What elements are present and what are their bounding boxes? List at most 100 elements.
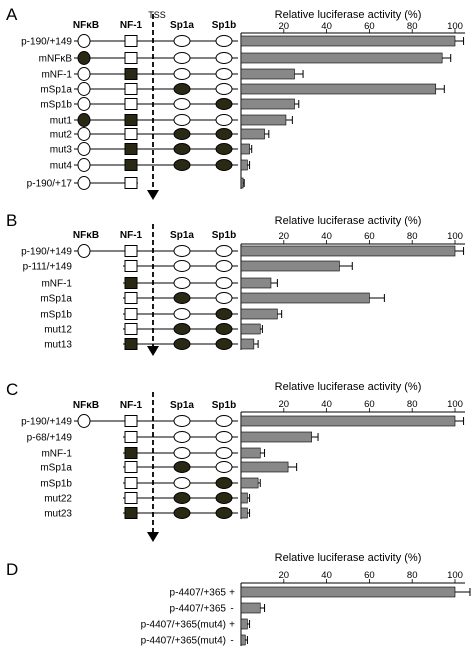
construct-label: mut1: [50, 116, 73, 127]
sp1b-site: [215, 277, 233, 289]
construct-row: mSp1b: [40, 477, 261, 490]
sp1a-site: [173, 143, 191, 155]
element-header: NFκB: [73, 230, 99, 241]
construct-row: mut1: [50, 113, 293, 127]
bar: [240, 447, 261, 459]
chart-title: Relative luciferase activity (%): [275, 215, 422, 227]
construct-row: p-68/+149: [27, 431, 319, 444]
tick-label: 60: [364, 399, 375, 410]
panel-c: C Relative luciferase activity (%) 20 40 60 8…: [6, 380, 465, 542]
construct-row: p-4407/+365(mut4) +: [141, 618, 251, 631]
tick-label: 80: [407, 231, 418, 242]
construct-label: p-4407/+365: [170, 588, 227, 599]
sp1a-site: [173, 477, 191, 489]
element-header: NFκB: [73, 20, 99, 31]
bar: [240, 461, 289, 473]
construct-label: mNF-1: [41, 70, 72, 81]
panel-letter: D: [6, 560, 18, 579]
nfkb-site: [77, 51, 91, 65]
sp1b-site: [215, 98, 233, 110]
bar: [240, 52, 443, 64]
construct-row: p-190/+17: [27, 176, 245, 190]
sp1b-site: [215, 323, 233, 335]
sp1a-site: [173, 507, 191, 519]
construct-row: mSp1b: [40, 97, 300, 111]
element-header: Sp1b: [212, 400, 236, 411]
sp1b-site: [215, 338, 233, 350]
sp1b-site: [215, 415, 233, 427]
tick-label: 40: [321, 399, 332, 410]
nf1-site: [124, 35, 138, 47]
construct-label: mSp1b: [40, 100, 72, 111]
construct-label: mNF-1: [41, 449, 72, 460]
construct-label: p-4407/+365(mut4): [141, 620, 226, 631]
nf1-site: [124, 507, 138, 519]
construct-row: mut12: [44, 323, 263, 336]
nf1-site: [124, 245, 138, 257]
tick-label: 60: [364, 21, 375, 32]
sp1b-site: [215, 128, 233, 140]
bar: [240, 507, 248, 519]
element-header: Sp1a: [170, 230, 194, 241]
nfkb-site: [77, 67, 91, 81]
nf1-site: [124, 431, 138, 443]
sp1a-site: [173, 35, 191, 47]
nf1-site: [124, 492, 138, 504]
tick-label: 100: [447, 231, 463, 242]
sp1b-site: [215, 83, 233, 95]
tick-label: 20: [279, 570, 290, 581]
element-header: NF-1: [120, 230, 143, 241]
nfkb-site: [77, 142, 91, 156]
construct-row: mNF-1: [41, 67, 304, 81]
element-header: Sp1b: [212, 230, 236, 241]
sp1b-site: [215, 52, 233, 64]
sp1a-site: [173, 128, 191, 140]
nf1-site: [124, 323, 138, 335]
nf1-site: [124, 477, 138, 489]
bar: [240, 177, 244, 189]
sp1a-site: [173, 492, 191, 504]
tick-label: 80: [407, 570, 418, 581]
bar: [240, 98, 295, 110]
sp1a-site: [173, 323, 191, 335]
construct-label: mut4: [50, 161, 73, 172]
panel-b: B Relative luciferase activity (%) 20 40 60 8…: [6, 211, 465, 356]
bar: [240, 634, 246, 646]
nf1-site: [124, 308, 138, 320]
nf1-site: [124, 128, 138, 140]
sp1a-site: [173, 308, 191, 320]
nf1-site: [124, 338, 138, 350]
construct-label: p-111/+149: [23, 262, 73, 273]
nf1-site: [124, 177, 138, 189]
construct-row: mSp1b: [40, 308, 283, 321]
construct-row: mSp1a: [40, 292, 385, 305]
element-header: NFκB: [73, 400, 99, 411]
bar: [240, 292, 370, 304]
tick-label: 40: [321, 21, 332, 32]
sp1a-site: [173, 159, 191, 171]
element-header: NF-1: [120, 400, 143, 411]
construct-sign: -: [230, 604, 233, 615]
bar: [240, 431, 312, 443]
nf1-site: [124, 277, 138, 289]
construct-row: mSp1a: [40, 461, 298, 474]
construct-row: p-4407/+365 +: [170, 586, 471, 599]
nf1-site: [124, 159, 138, 171]
nfkb-site: [77, 127, 91, 141]
construct-label: p-190/+17: [27, 179, 73, 190]
sp1a-site: [173, 98, 191, 110]
bar: [240, 338, 255, 350]
construct-row: p-190/+149: [21, 414, 465, 428]
construct-row: mNF-1: [41, 447, 266, 460]
sp1b-site: [215, 68, 233, 80]
sp1b-site: [215, 35, 233, 47]
element-header: Sp1a: [170, 400, 194, 411]
bar: [240, 308, 278, 320]
construct-label: mSp1a: [40, 85, 72, 96]
construct-label: mut23: [44, 509, 72, 520]
construct-label: mut12: [44, 325, 72, 336]
construct-label: mut13: [44, 340, 72, 351]
sp1b-site: [215, 292, 233, 304]
sp1a-site: [173, 114, 191, 126]
